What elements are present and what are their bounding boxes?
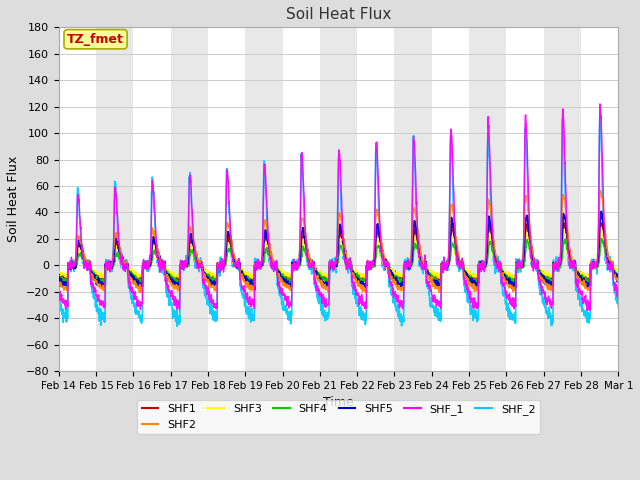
Bar — [171, 27, 208, 371]
Bar — [96, 27, 133, 371]
X-axis label: Time: Time — [323, 396, 354, 409]
Text: TZ_fmet: TZ_fmet — [67, 33, 124, 46]
Bar — [469, 27, 506, 371]
Legend: SHF1, SHF2, SHF3, SHF4, SHF5, SHF_1, SHF_2: SHF1, SHF2, SHF3, SHF4, SHF5, SHF_1, SHF… — [137, 400, 540, 434]
Bar — [544, 27, 581, 371]
Y-axis label: Soil Heat Flux: Soil Heat Flux — [7, 156, 20, 242]
Bar — [245, 27, 282, 371]
Bar — [320, 27, 357, 371]
Title: Soil Heat Flux: Soil Heat Flux — [286, 7, 391, 22]
Bar — [394, 27, 432, 371]
